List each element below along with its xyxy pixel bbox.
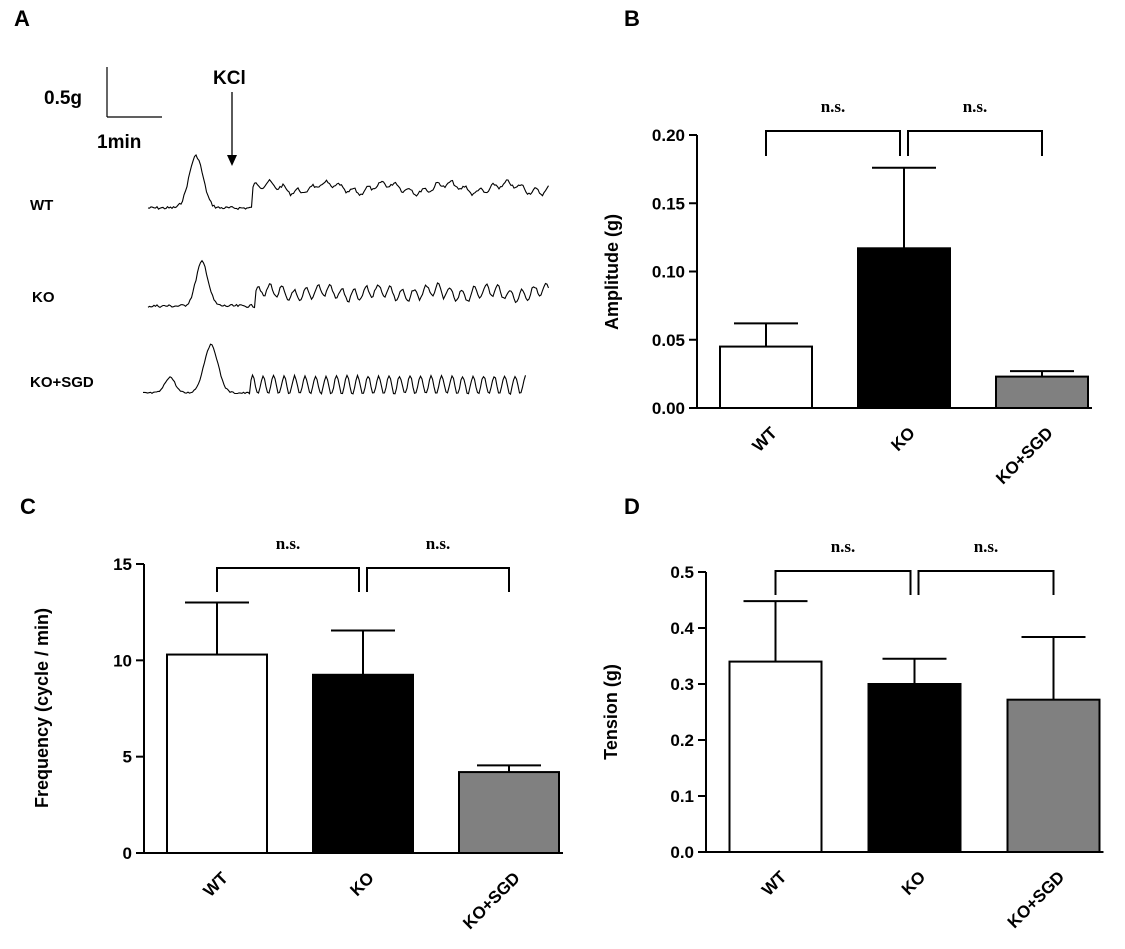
y-tick-label-c: 5 [123, 748, 132, 767]
bar-b-ko [857, 247, 951, 409]
y-axis-title-c: Frequency (cycle / min) [32, 608, 52, 808]
panel-letter-c: C [20, 494, 36, 519]
bar-c-ko [312, 673, 414, 854]
significance-bracket-b [907, 130, 1043, 156]
scale-x-label: 1min [97, 132, 141, 153]
y-tick-label-c: 15 [113, 555, 132, 574]
panel-b-amplitude-chart: B Amplitude (g) 0.00 0.05 0.10 0.15 0.20 WT KO KO… [602, 6, 1092, 488]
y-tick-label-b: 0.20 [652, 126, 685, 145]
panel-letter-b: B [624, 6, 640, 31]
kcl-label: KCl [213, 68, 246, 89]
significance-bracket-d [917, 570, 1055, 595]
y-tick-label-d: 0.1 [670, 787, 694, 806]
y-tick-label-d: 0.4 [670, 619, 694, 638]
bar-b-ko-sgd [995, 375, 1089, 410]
significance-label-b: n.s. [963, 97, 988, 116]
y-tick-label-d: 0.5 [670, 563, 694, 582]
trace-label-wt: WT [30, 197, 53, 214]
bar-d-ko-sgd [1006, 698, 1101, 853]
y-tick-label-b: 0.05 [652, 331, 685, 350]
y-tick-label-c: 10 [113, 651, 132, 670]
trace-label-ko-sgd: KO+SGD [30, 374, 94, 391]
y-tick-label-d: 0.2 [670, 731, 694, 750]
x-category-label-c: KO [346, 868, 377, 899]
significance-label-d: n.s. [974, 537, 999, 556]
significance-label-b: n.s. [821, 97, 846, 116]
bar-d-ko [867, 683, 962, 853]
y-tick-label-d: 0.3 [670, 675, 694, 694]
bar-b-wt [719, 345, 813, 410]
significance-bracket-c [216, 567, 360, 592]
y-axis-title-d: Tension (g) [601, 664, 621, 760]
panel-a-traces: A 0.5g 1min KCl WT KO KO+SGD [14, 6, 550, 396]
y-axis-title-b: Amplitude (g) [602, 214, 622, 330]
significance-bracket-d [774, 570, 912, 595]
x-category-label-d: KO [898, 867, 929, 898]
significance-label-c: n.s. [426, 534, 451, 553]
y-tick-label-b: 0.10 [652, 263, 685, 282]
y-tick-label-d: 0.0 [670, 843, 694, 862]
bar-c-wt [166, 653, 268, 855]
kcl-arrow-head-icon [227, 155, 237, 166]
x-category-label-b: WT [749, 423, 782, 456]
trace-label-ko: KO [32, 289, 55, 306]
bar-d-wt [728, 660, 823, 853]
trace-ko [147, 259, 550, 309]
panel-c-frequency-chart: C Frequency (cycle / min) 0 5 10 15 WT KO KO+SGD… [20, 494, 563, 933]
y-tick-label-b: 0.15 [652, 194, 685, 213]
y-tick-label-b: 0.00 [652, 399, 685, 418]
x-category-label-d: WT [758, 867, 791, 900]
significance-label-c: n.s. [276, 534, 301, 553]
significance-label-d: n.s. [831, 537, 856, 556]
x-category-label-b: KO+SGD [992, 423, 1057, 488]
trace-ko-sgd [143, 343, 527, 396]
bar-c-ko-sgd [458, 771, 560, 855]
significance-bracket-c [366, 567, 510, 592]
x-category-label-c: KO+SGD [459, 868, 524, 933]
x-category-label-b: KO [887, 423, 918, 454]
panel-letter-a: A [14, 6, 30, 31]
trace-wt [147, 154, 549, 211]
y-tick-label-c: 0 [123, 844, 132, 863]
x-category-label-d: KO+SGD [1004, 867, 1069, 932]
significance-bracket-b [765, 130, 901, 156]
x-category-label-c: WT [200, 868, 233, 901]
panel-letter-d: D [624, 494, 640, 519]
panel-d-tension-chart: D Tension (g) 0.0 0.1 0.2 0.3 0.4 0.5 WT KO KO+SGD… [601, 494, 1104, 932]
scale-y-label: 0.5g [44, 88, 82, 109]
